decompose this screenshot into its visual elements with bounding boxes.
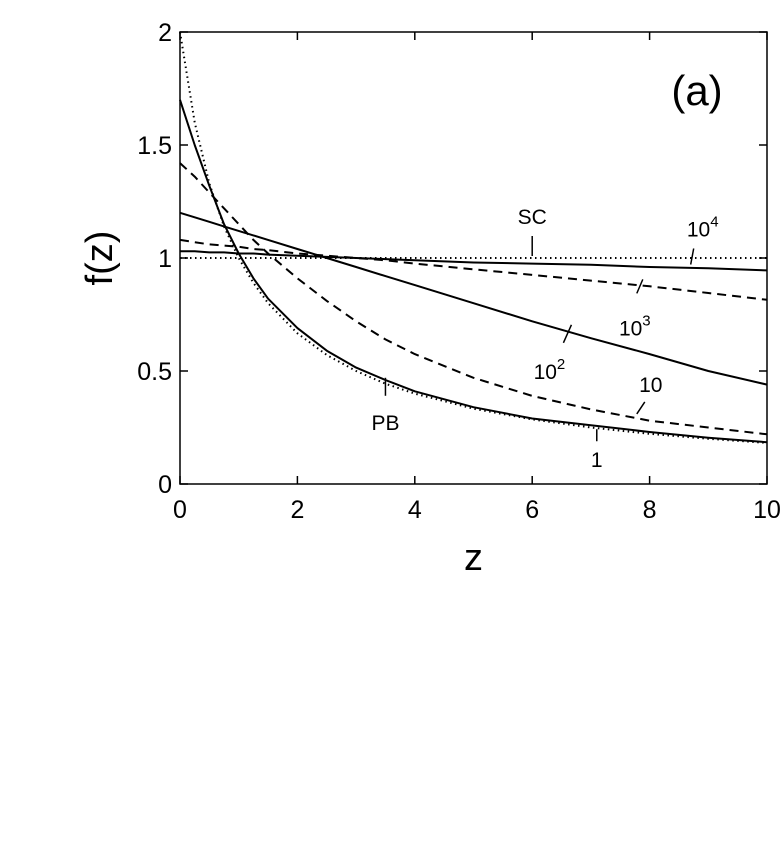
annotation-label: 104 [687,214,719,242]
y-tick-label: 0 [158,471,172,499]
x-tick-label: 4 [408,496,422,524]
series-line-10-3 [179,238,768,301]
annotation-label: 102 [534,356,566,384]
plot-area [179,31,768,444]
y-axis-title: f(z) [79,231,121,286]
x-tick-label: 0 [173,496,187,524]
annotation-label: PB [371,412,399,435]
annotation-leader [636,279,644,294]
y-tick-label: 0.5 [137,358,172,386]
annotation-label: 1 [591,449,603,472]
x-tick-label: 8 [643,496,657,524]
x-axis-title: z [464,537,483,579]
x-tick-label: 6 [525,496,539,524]
annotation-label: SC [518,206,547,229]
x-tick-label: 10 [753,496,781,524]
x-tick-label: 2 [290,496,304,524]
series-line-10-2 [179,211,768,386]
annotation-leader [636,401,646,415]
series-line-10 [179,162,768,436]
annotation-label: 103 [619,312,651,340]
series-line-1 [179,99,768,444]
axis-ticks: 0 2 4 6 8 10 0 0.5 1 1.5 2 [137,19,781,524]
annotation-leader [562,324,573,344]
annotations: PB SC 1 10 102 103 104 [371,206,718,472]
y-tick-label: 1.5 [137,132,172,160]
panel-label: (a) [671,67,722,114]
annotation-leader [689,248,695,265]
annotation-label: 10 [639,374,662,397]
y-tick-label: 2 [158,19,172,47]
y-tick-label: 1 [158,245,172,273]
series-line-10-4 [180,250,768,272]
